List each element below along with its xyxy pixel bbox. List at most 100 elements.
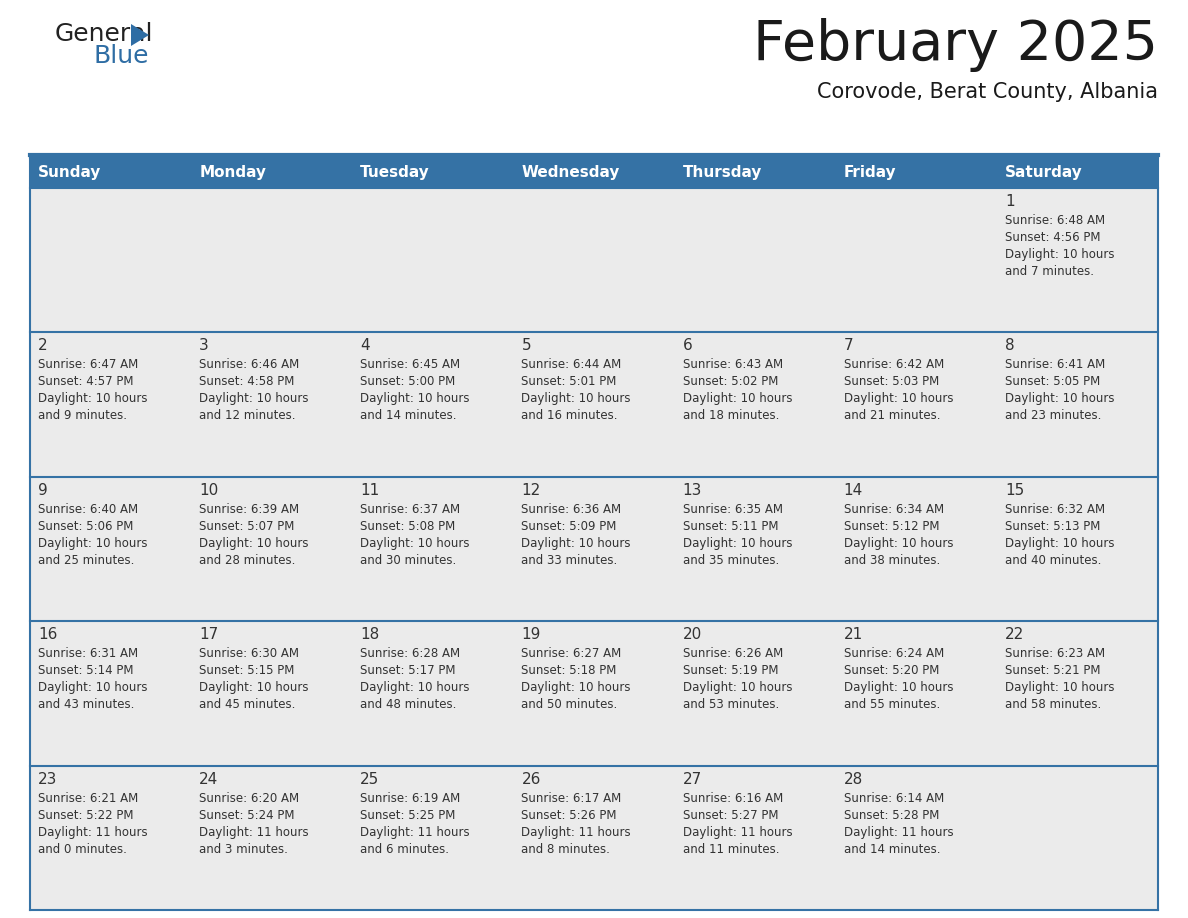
Text: 3: 3 bbox=[200, 339, 209, 353]
Bar bbox=[353, 332, 513, 476]
Text: Sunrise: 6:21 AM: Sunrise: 6:21 AM bbox=[38, 791, 138, 804]
Text: and 6 minutes.: and 6 minutes. bbox=[360, 843, 449, 856]
Text: 23: 23 bbox=[38, 772, 57, 787]
Text: Sunrise: 6:16 AM: Sunrise: 6:16 AM bbox=[683, 791, 783, 804]
Bar bbox=[997, 621, 1158, 766]
Text: Sunrise: 6:45 AM: Sunrise: 6:45 AM bbox=[360, 358, 461, 372]
Text: and 12 minutes.: and 12 minutes. bbox=[200, 409, 296, 422]
Text: Sunrise: 6:36 AM: Sunrise: 6:36 AM bbox=[522, 503, 621, 516]
Text: 10: 10 bbox=[200, 483, 219, 498]
Bar bbox=[835, 621, 997, 766]
Text: Sunrise: 6:35 AM: Sunrise: 6:35 AM bbox=[683, 503, 783, 516]
Bar bbox=[353, 158, 513, 188]
Text: Sunrise: 6:26 AM: Sunrise: 6:26 AM bbox=[683, 647, 783, 660]
Text: Corovode, Berat County, Albania: Corovode, Berat County, Albania bbox=[817, 82, 1158, 102]
Bar bbox=[997, 188, 1158, 332]
Bar bbox=[191, 621, 353, 766]
Text: Daylight: 10 hours: Daylight: 10 hours bbox=[683, 681, 792, 694]
Text: and 38 minutes.: and 38 minutes. bbox=[843, 554, 940, 566]
Text: Sunset: 5:17 PM: Sunset: 5:17 PM bbox=[360, 665, 456, 677]
Text: 27: 27 bbox=[683, 772, 702, 787]
Text: 28: 28 bbox=[843, 772, 862, 787]
Bar bbox=[513, 158, 675, 188]
Bar bbox=[997, 158, 1158, 188]
Text: and 14 minutes.: and 14 minutes. bbox=[843, 843, 940, 856]
Text: Daylight: 10 hours: Daylight: 10 hours bbox=[200, 537, 309, 550]
Text: Daylight: 10 hours: Daylight: 10 hours bbox=[843, 537, 953, 550]
Text: 21: 21 bbox=[843, 627, 862, 643]
Text: 26: 26 bbox=[522, 772, 541, 787]
Bar bbox=[30, 476, 191, 621]
Text: Sunset: 4:58 PM: Sunset: 4:58 PM bbox=[200, 375, 295, 388]
Bar bbox=[191, 476, 353, 621]
Bar bbox=[30, 621, 191, 766]
Bar bbox=[997, 766, 1158, 910]
Text: 18: 18 bbox=[360, 627, 379, 643]
Text: and 53 minutes.: and 53 minutes. bbox=[683, 699, 779, 711]
Text: General: General bbox=[55, 22, 153, 46]
Text: Monday: Monday bbox=[200, 165, 266, 181]
Text: 20: 20 bbox=[683, 627, 702, 643]
Text: 4: 4 bbox=[360, 339, 369, 353]
Text: and 43 minutes.: and 43 minutes. bbox=[38, 699, 134, 711]
Text: Sunrise: 6:24 AM: Sunrise: 6:24 AM bbox=[843, 647, 944, 660]
Text: and 33 minutes.: and 33 minutes. bbox=[522, 554, 618, 566]
Text: Sunrise: 6:37 AM: Sunrise: 6:37 AM bbox=[360, 503, 461, 516]
Text: Friday: Friday bbox=[843, 165, 897, 181]
Text: Daylight: 10 hours: Daylight: 10 hours bbox=[843, 681, 953, 694]
Text: Sunset: 5:21 PM: Sunset: 5:21 PM bbox=[1005, 665, 1100, 677]
Text: Daylight: 11 hours: Daylight: 11 hours bbox=[683, 825, 792, 839]
Text: 19: 19 bbox=[522, 627, 541, 643]
Text: Daylight: 10 hours: Daylight: 10 hours bbox=[38, 392, 147, 406]
Text: Sunrise: 6:17 AM: Sunrise: 6:17 AM bbox=[522, 791, 621, 804]
Bar bbox=[513, 332, 675, 476]
Text: Sunrise: 6:41 AM: Sunrise: 6:41 AM bbox=[1005, 358, 1105, 372]
Text: Sunrise: 6:23 AM: Sunrise: 6:23 AM bbox=[1005, 647, 1105, 660]
Text: 1: 1 bbox=[1005, 194, 1015, 209]
Bar bbox=[353, 188, 513, 332]
Bar bbox=[353, 621, 513, 766]
Text: Blue: Blue bbox=[93, 44, 148, 68]
Text: Sunrise: 6:47 AM: Sunrise: 6:47 AM bbox=[38, 358, 138, 372]
Text: Sunrise: 6:31 AM: Sunrise: 6:31 AM bbox=[38, 647, 138, 660]
Text: Sunset: 5:08 PM: Sunset: 5:08 PM bbox=[360, 520, 455, 532]
Bar bbox=[997, 332, 1158, 476]
Bar bbox=[835, 332, 997, 476]
Text: Daylight: 10 hours: Daylight: 10 hours bbox=[1005, 681, 1114, 694]
Text: and 9 minutes.: and 9 minutes. bbox=[38, 409, 127, 422]
Text: Sunrise: 6:34 AM: Sunrise: 6:34 AM bbox=[843, 503, 943, 516]
Text: 13: 13 bbox=[683, 483, 702, 498]
Text: Sunrise: 6:28 AM: Sunrise: 6:28 AM bbox=[360, 647, 461, 660]
Text: Daylight: 10 hours: Daylight: 10 hours bbox=[1005, 537, 1114, 550]
Text: 22: 22 bbox=[1005, 627, 1024, 643]
Text: 12: 12 bbox=[522, 483, 541, 498]
Bar bbox=[513, 476, 675, 621]
Text: Sunrise: 6:27 AM: Sunrise: 6:27 AM bbox=[522, 647, 621, 660]
Bar bbox=[191, 332, 353, 476]
Polygon shape bbox=[131, 24, 148, 46]
Text: Sunrise: 6:40 AM: Sunrise: 6:40 AM bbox=[38, 503, 138, 516]
Bar bbox=[30, 332, 191, 476]
Bar bbox=[513, 766, 675, 910]
Text: Daylight: 11 hours: Daylight: 11 hours bbox=[522, 825, 631, 839]
Text: and 14 minutes.: and 14 minutes. bbox=[360, 409, 456, 422]
Text: and 16 minutes.: and 16 minutes. bbox=[522, 409, 618, 422]
Bar bbox=[675, 476, 835, 621]
Text: Daylight: 11 hours: Daylight: 11 hours bbox=[360, 825, 470, 839]
Text: and 23 minutes.: and 23 minutes. bbox=[1005, 409, 1101, 422]
Text: Daylight: 10 hours: Daylight: 10 hours bbox=[683, 537, 792, 550]
Bar bbox=[191, 766, 353, 910]
Bar bbox=[675, 188, 835, 332]
Text: Sunrise: 6:43 AM: Sunrise: 6:43 AM bbox=[683, 358, 783, 372]
Text: Sunset: 5:27 PM: Sunset: 5:27 PM bbox=[683, 809, 778, 822]
Text: and 28 minutes.: and 28 minutes. bbox=[200, 554, 296, 566]
Bar bbox=[30, 158, 191, 188]
Text: Daylight: 10 hours: Daylight: 10 hours bbox=[360, 537, 469, 550]
Text: Sunset: 5:25 PM: Sunset: 5:25 PM bbox=[360, 809, 456, 822]
Text: Sunset: 5:14 PM: Sunset: 5:14 PM bbox=[38, 665, 133, 677]
Text: Sunset: 5:15 PM: Sunset: 5:15 PM bbox=[200, 665, 295, 677]
Text: Daylight: 10 hours: Daylight: 10 hours bbox=[38, 537, 147, 550]
Text: and 8 minutes.: and 8 minutes. bbox=[522, 843, 611, 856]
Bar bbox=[353, 766, 513, 910]
Text: Daylight: 10 hours: Daylight: 10 hours bbox=[683, 392, 792, 406]
